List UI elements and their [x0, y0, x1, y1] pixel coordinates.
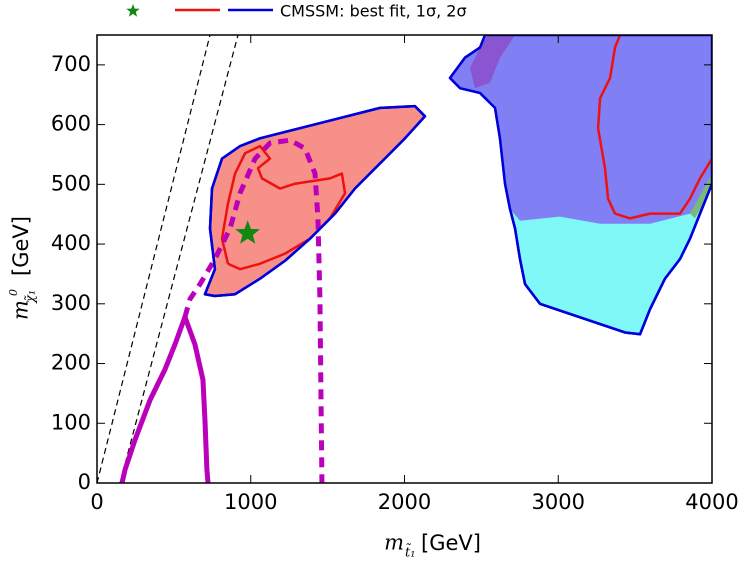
- y-label-symbol: m: [9, 300, 33, 320]
- y-label-subscript: χ̃₁: [24, 290, 39, 304]
- contour-outline: [203, 104, 427, 298]
- y-tick-label: 500: [51, 171, 91, 195]
- reference-line: [97, 35, 211, 483]
- y-tick-label: 0: [78, 470, 91, 494]
- legend-star: [126, 4, 140, 17]
- region-patch: [469, 35, 516, 89]
- y-tick-label: 400: [51, 231, 91, 255]
- best-fit-star: [235, 220, 260, 244]
- y-tick-label: 200: [51, 351, 91, 375]
- x-label-symbol: m: [384, 531, 404, 555]
- contour-outline: [448, 35, 712, 336]
- contour-line: [220, 144, 347, 271]
- legend-label: CMSSM: best fit, 1σ, 2σ: [280, 2, 467, 21]
- x-tick-label: 1000: [224, 490, 277, 514]
- x-tick-label: 2000: [378, 490, 431, 514]
- y-tick-label: 100: [51, 410, 91, 434]
- region-patch: [450, 35, 712, 224]
- y-tick-label: 700: [51, 52, 91, 76]
- x-tick-label: 0: [90, 490, 103, 514]
- x-label-unit: [GeV]: [421, 531, 481, 555]
- x-tick-label: 4000: [685, 490, 738, 514]
- y-label: m χ̃₁ 0 [GeV]: [7, 216, 39, 320]
- y-tick-label: 600: [51, 112, 91, 136]
- contour-line: [596, 35, 712, 220]
- x-label-subscript: t̃₁: [405, 544, 415, 561]
- x-tick-label: 3000: [532, 490, 585, 514]
- legend: CMSSM: best fit, 1σ, 2σ: [126, 2, 467, 21]
- y-tick-label: 300: [51, 291, 91, 315]
- y-label-unit: [GeV]: [9, 216, 33, 276]
- reference-line: [119, 35, 239, 483]
- limit-line-dashed: [182, 137, 325, 483]
- y-label-superscript: 0: [7, 289, 20, 296]
- limit-line: [119, 314, 211, 483]
- plot-area: [97, 35, 712, 483]
